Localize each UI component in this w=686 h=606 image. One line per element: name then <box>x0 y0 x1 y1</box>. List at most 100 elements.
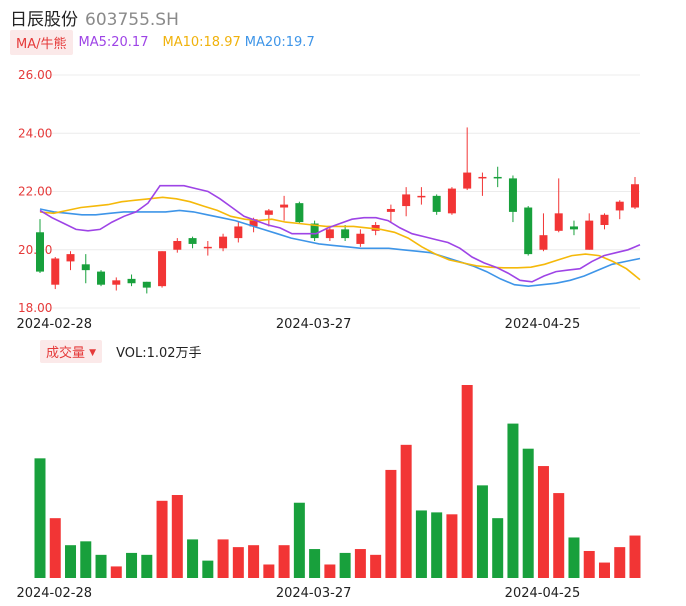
x-tick-label: 2024-03-27 <box>276 317 352 332</box>
volume-bar <box>400 444 412 578</box>
volume-bar <box>217 539 229 578</box>
candle-body <box>188 238 197 244</box>
volume-bar <box>370 554 382 578</box>
candle-body <box>463 172 472 189</box>
candle-body <box>615 201 624 211</box>
candle-body <box>81 264 90 271</box>
ma20-line <box>39 208 641 288</box>
x-tick-label: 2024-02-28 <box>16 586 92 601</box>
volume-bar <box>614 547 626 578</box>
volume-bar <box>537 466 549 578</box>
candle-body <box>432 195 441 212</box>
volume-bar <box>476 485 488 578</box>
volume-bar <box>507 423 519 578</box>
volume-legend: 成交量 ▼ VOL:1.02万手 <box>40 339 202 363</box>
volume-bar <box>248 545 260 578</box>
ma-indicator-tab[interactable]: MA/牛熊 <box>10 29 73 55</box>
volume-bar <box>80 541 92 578</box>
volume-bar <box>446 514 458 578</box>
volume-bar <box>431 512 443 578</box>
volume-bar <box>293 502 305 578</box>
volume-bar <box>598 562 610 578</box>
ma10-value: MA10:18.97 <box>162 34 241 50</box>
volume-bar <box>278 545 290 578</box>
volume-bar <box>568 537 580 578</box>
x-tick-label: 2024-04-25 <box>505 317 581 332</box>
volume-bar <box>385 469 397 578</box>
volume-value: VOL:1.02万手 <box>116 345 202 361</box>
candle-body <box>402 194 411 207</box>
volume-bar <box>339 552 351 578</box>
candle-body <box>341 229 350 239</box>
stock-header: 日辰股份 603755.SH <box>10 5 179 30</box>
candle-body <box>66 254 75 262</box>
dropdown-arrow-icon: ▼ <box>89 347 97 358</box>
candle-body <box>478 176 487 179</box>
volume-bar <box>187 539 199 578</box>
volume-bar <box>553 493 565 578</box>
candle-body <box>524 207 533 255</box>
candle-body <box>310 223 319 239</box>
ma10-line <box>39 196 641 281</box>
candle-body <box>417 195 426 198</box>
candle-body <box>539 235 548 250</box>
ma5-line <box>39 184 641 283</box>
y-tick-label: 26.00 <box>18 68 52 82</box>
y-tick-label: 18.00 <box>18 301 52 315</box>
volume-indicator-dropdown[interactable]: 成交量 ▼ <box>40 339 103 363</box>
y-tick-label: 24.00 <box>18 126 52 140</box>
candle-body <box>447 188 456 214</box>
candle-body <box>249 219 258 227</box>
candle-body <box>493 176 502 179</box>
candle-body <box>356 233 365 244</box>
volume-bar <box>232 547 244 578</box>
candle-body <box>142 281 151 288</box>
candle-body <box>158 251 167 287</box>
candle-body <box>554 213 563 231</box>
volume-bar <box>126 552 138 578</box>
candle-body <box>295 203 304 223</box>
candle-body <box>631 184 639 208</box>
candle-body <box>264 210 273 215</box>
volume-bar <box>49 518 61 578</box>
candle-body <box>585 220 594 250</box>
volume-bar <box>354 549 366 578</box>
x-tick-label: 2024-02-28 <box>16 317 92 332</box>
candle-body <box>127 278 136 284</box>
candle-body <box>569 226 578 230</box>
volume-bar <box>95 554 107 578</box>
candle-body <box>508 178 517 212</box>
candle-body <box>600 214 609 225</box>
volume-bar <box>415 510 427 578</box>
x-tick-label: 2024-03-27 <box>276 586 352 601</box>
candle-body <box>203 246 212 249</box>
volume-bar <box>65 545 77 578</box>
candle-body <box>280 204 289 208</box>
volume-bar <box>110 566 122 578</box>
y-tick-label: 20.00 <box>18 243 52 257</box>
candle-body <box>173 241 182 250</box>
candle-body <box>234 226 243 239</box>
candle-body <box>386 208 395 212</box>
volume-bar <box>324 564 336 578</box>
volume-bar <box>629 535 641 578</box>
stock-name: 日辰股份 <box>10 10 78 30</box>
volume-bar <box>34 458 46 578</box>
candle-body <box>219 236 228 249</box>
x-tick-label: 2024-04-25 <box>505 586 581 601</box>
volume-bar <box>202 560 214 578</box>
ma20-value: MA20:19.7 <box>244 34 315 50</box>
volume-bar <box>461 385 473 578</box>
candle-body <box>112 280 121 285</box>
volume-bar <box>141 554 153 578</box>
volume-bar <box>522 448 534 578</box>
y-tick-label: 22.00 <box>18 185 52 199</box>
candle-body <box>36 232 44 272</box>
ma-legend: MA/牛熊 MA5:20.17 MA10:18.97 MA20:19.7 <box>10 29 315 55</box>
stock-code: 603755.SH <box>85 10 179 30</box>
candle-body <box>51 258 60 285</box>
volume-bar <box>156 500 168 578</box>
candle-body <box>325 229 334 239</box>
candle-body <box>371 224 380 231</box>
